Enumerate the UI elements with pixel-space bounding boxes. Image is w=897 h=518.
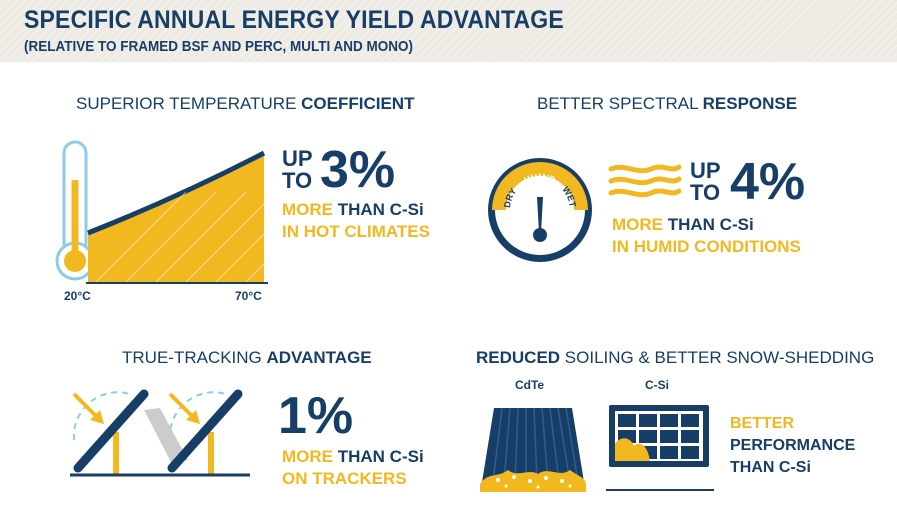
humidity-waves-icon: [608, 164, 682, 198]
soiling-performance: PERFORMANCE: [730, 437, 856, 454]
csi-panel-icon: [606, 405, 714, 491]
soiling-than: THAN C-Si: [730, 459, 811, 476]
tracking-more-line: MORE THAN C-Si: [282, 447, 424, 466]
page-title: SPECIFIC ANNUAL ENERGY YIELD ADVANTAGE: [24, 6, 564, 34]
tracking-condition: ON TRACKERS: [282, 469, 407, 488]
temperature-curve-graphic: [86, 150, 268, 284]
temperature-condition: IN HOT CLIMATES: [282, 222, 430, 241]
spectral-condition: IN HUMID CONDITIONS: [612, 237, 801, 256]
temperature-up-to: UP TO: [282, 146, 313, 193]
spectral-more-line: MORE THAN C-Si: [612, 215, 754, 234]
soiling-better: BETTER: [730, 415, 794, 432]
humidity-gauge-icon: DRY HUMID WET: [488, 158, 592, 262]
spectral-value: 4%: [730, 153, 806, 211]
temperature-title: SUPERIOR TEMPERATURE COEFFICIENT: [76, 94, 415, 113]
spectral-title: BETTER SPECTRAL RESPONSE: [537, 94, 798, 113]
tracking-title: TRUE-TRACKING ADVANTAGE: [122, 348, 372, 367]
page-subtitle: (RELATIVE TO FRAMED BSF AND PERC, MULTI …: [24, 38, 413, 55]
gauge-humid-label: HUMID: [522, 172, 557, 186]
axis-label-70c: 70°C: [235, 289, 262, 303]
tracker-panels-icon: [70, 389, 250, 477]
cdte-panel-icon: [480, 407, 586, 492]
soiling-title: REDUCED SOILING & BETTER SNOW-SHEDDING: [476, 348, 875, 367]
temperature-more-line: MORE THAN C-Si: [282, 200, 424, 219]
header-band: SPECIFIC ANNUAL ENERGY YIELD ADVANTAGE (…: [0, 0, 897, 62]
temperature-value: 3%: [320, 141, 396, 199]
csi-label: C-Si: [645, 378, 669, 392]
svg-text:HUMID: HUMID: [522, 172, 557, 186]
spectral-up-to: UP TO: [690, 158, 721, 205]
tracking-value: 1%: [278, 387, 354, 445]
axis-label-20c: 20°C: [64, 289, 91, 303]
cdte-label: CdTe: [515, 378, 545, 392]
